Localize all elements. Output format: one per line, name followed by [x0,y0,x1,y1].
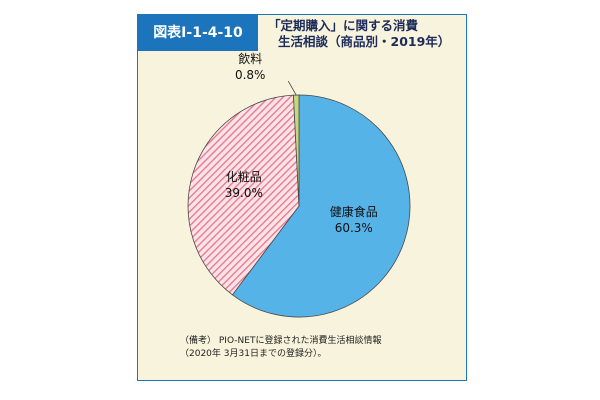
figure-label: 図表Ⅰ-1-4-10 [138,15,258,51]
figure-title-line2: 生活相談（商品別・2019年） [278,34,451,49]
slice-value-health-food: 60.3% [335,221,373,235]
source-note: （備考） PIO-NETに登録された消費生活相談情報 （2020年 3月31日ま… [180,335,460,361]
slice-label-health-food: 健康食品 [330,204,378,219]
slice-value-beverage: 0.8% [235,68,266,82]
slice-value-cosmetics: 39.0% [225,186,263,200]
pie-slice-cosmetics [187,94,300,296]
slice-label-beverage: 飲料 [238,51,262,66]
leader-line-beverage [287,80,297,96]
figure-title: 「定期購入」に関する消費 生活相談（商品別・2019年） [264,17,464,51]
figure-panel: 図表Ⅰ-1-4-10 「定期購入」に関する消費 生活相談（商品別・2019年） … [137,14,467,381]
source-note-line2: （2020年 3月31日までの登録分）。 [180,349,327,359]
figure-title-line1: 「定期購入」に関する消費 [268,18,419,33]
source-note-line1: （備考） PIO-NETに登録された消費生活相談情報 [180,336,382,346]
pie-chart: 健康食品 60.3% 化粧品 39.0% 飲料 0.8% [187,51,411,318]
pie-slice-health-food [231,94,411,318]
slice-label-cosmetics: 化粧品 [226,170,262,184]
